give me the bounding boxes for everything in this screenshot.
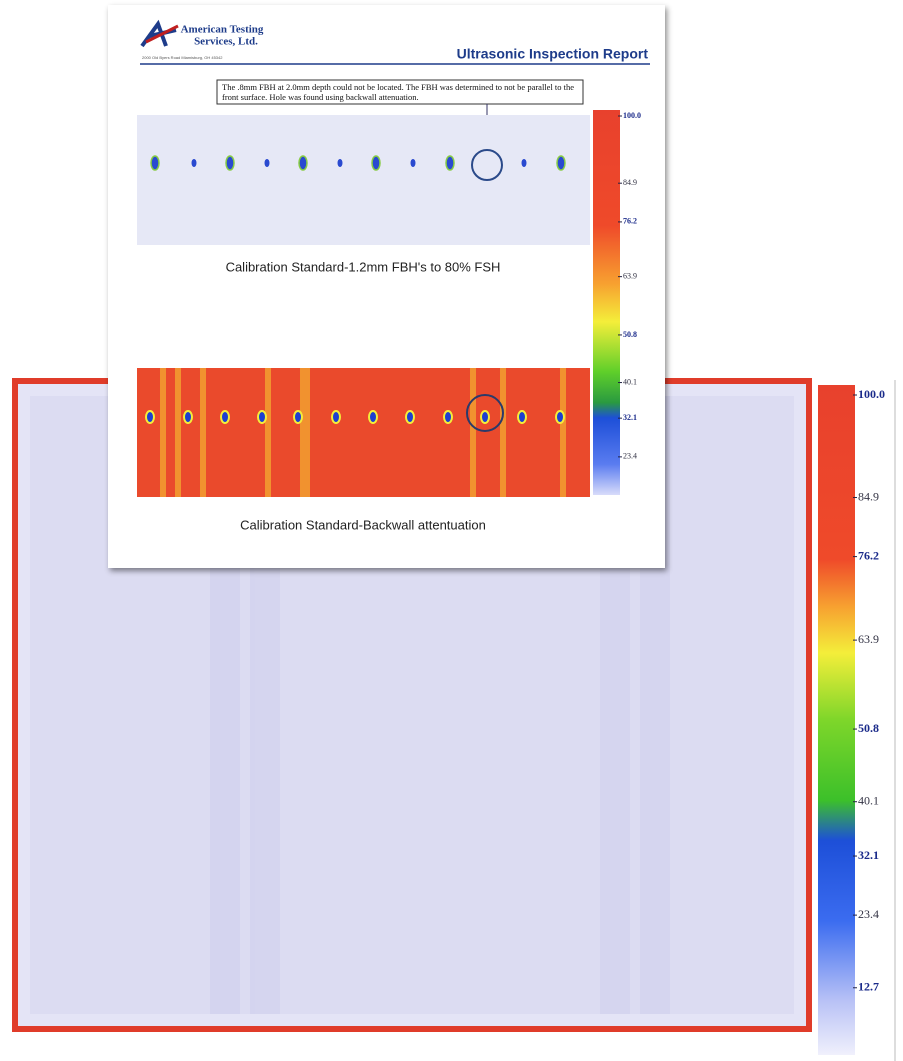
dot	[332, 411, 340, 423]
scale-label: 40.1	[623, 377, 637, 386]
scan-1	[137, 115, 590, 245]
screenshot: 100.0 84.9 76.2 63.9 50.8 40.1 32.1 23.4 12.7 Am…	[0, 0, 903, 1061]
dot	[411, 159, 416, 167]
stripe	[300, 368, 310, 497]
annotation-wrap: The .8mm FBH at 2.0mm depth could not be…	[219, 80, 583, 106]
scale-label: 76.2	[858, 548, 879, 562]
scale-label: 40.1	[858, 793, 879, 807]
stripe	[560, 368, 566, 497]
scale-label: 50.8	[858, 721, 879, 735]
scale-label: 50.8	[623, 330, 637, 339]
dot	[294, 411, 302, 423]
color-bar	[818, 385, 855, 1055]
scale-label: 32.1	[623, 413, 637, 422]
scale-label: 100.0	[623, 111, 641, 120]
logo-line: American Testing	[181, 24, 264, 36]
scale-label: 100.0	[858, 387, 885, 401]
dot	[446, 156, 454, 170]
dot	[556, 411, 564, 423]
scale-label: 84.9	[623, 178, 637, 187]
dot	[226, 156, 234, 170]
stripe	[200, 368, 206, 497]
scale-label: 23.4	[858, 907, 879, 921]
scale-label: 23.4	[623, 452, 637, 461]
dot	[338, 159, 343, 167]
stripe	[470, 368, 476, 497]
dot	[151, 156, 159, 170]
caption: Calibration Standard-Backwall attentuati…	[240, 517, 486, 532]
scale-label: 76.2	[623, 217, 637, 226]
dot	[406, 411, 414, 423]
dot	[184, 411, 192, 423]
dot	[372, 156, 380, 170]
caption: Calibration Standard-1.2mm FBH's to 80% …	[226, 259, 501, 274]
report-color-bar	[593, 110, 620, 495]
dot	[369, 411, 377, 423]
report-title: Ultrasonic Inspection Report	[457, 46, 649, 62]
stripe	[175, 368, 181, 497]
dot	[221, 411, 229, 423]
dot	[299, 156, 307, 170]
scale-label: 12.7	[858, 980, 879, 994]
dot	[522, 159, 527, 167]
dot	[192, 159, 197, 167]
stripe	[500, 368, 506, 497]
dot	[444, 411, 452, 423]
address: 2000 Old Byers Road Miamisburg, OH 45342	[142, 55, 223, 60]
scale-label: 63.9	[623, 271, 637, 280]
stripe	[265, 368, 271, 497]
dot	[481, 411, 489, 423]
stripe	[160, 368, 166, 497]
dot	[518, 411, 526, 423]
dot	[557, 156, 565, 170]
annotation: The .8mm FBH at 2.0mm depth could not be…	[219, 80, 583, 104]
scale-label: 32.1	[858, 848, 879, 862]
logo-line: Services, Ltd.	[194, 36, 258, 48]
dot	[265, 159, 270, 167]
scale-label: 84.9	[858, 489, 879, 503]
scale-label: 63.9	[858, 632, 879, 646]
dot	[258, 411, 266, 423]
dot	[146, 411, 154, 423]
